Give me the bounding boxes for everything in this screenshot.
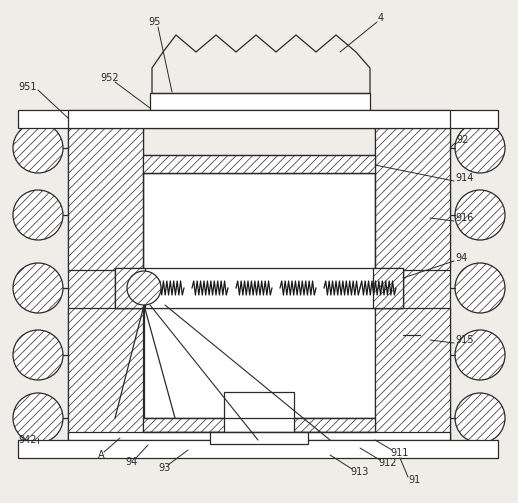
- Bar: [18, 110, 498, 128]
- Circle shape: [13, 330, 63, 380]
- Bar: [210, 432, 308, 444]
- Circle shape: [13, 393, 63, 443]
- Text: 951: 951: [18, 82, 36, 92]
- Text: 914: 914: [455, 173, 473, 183]
- Bar: [375, 308, 450, 440]
- Text: A: A: [98, 450, 105, 460]
- Circle shape: [455, 330, 505, 380]
- Bar: [68, 120, 143, 270]
- Circle shape: [13, 263, 63, 313]
- Bar: [68, 432, 450, 440]
- Text: 913: 913: [350, 467, 368, 477]
- Text: 94: 94: [125, 457, 137, 467]
- Circle shape: [455, 190, 505, 240]
- Bar: [143, 418, 375, 432]
- Bar: [143, 173, 375, 271]
- Text: 915: 915: [455, 335, 473, 345]
- Bar: [115, 268, 403, 308]
- Text: 916: 916: [455, 213, 473, 223]
- Bar: [375, 120, 450, 270]
- Circle shape: [455, 393, 505, 443]
- Circle shape: [455, 263, 505, 313]
- Bar: [143, 432, 375, 440]
- Bar: [68, 110, 450, 128]
- Circle shape: [127, 271, 161, 305]
- Bar: [143, 308, 375, 418]
- Text: 93: 93: [158, 463, 170, 473]
- Text: 942: 942: [18, 435, 36, 445]
- Bar: [18, 440, 498, 458]
- Text: 91: 91: [408, 475, 420, 485]
- Bar: [150, 93, 370, 110]
- Bar: [143, 155, 375, 173]
- Text: 952: 952: [100, 73, 119, 83]
- Text: 912: 912: [378, 458, 396, 468]
- Circle shape: [13, 123, 63, 173]
- Circle shape: [13, 190, 63, 240]
- Text: 4: 4: [378, 13, 384, 23]
- Text: 911: 911: [390, 448, 408, 458]
- Bar: [68, 120, 143, 440]
- Bar: [115, 268, 145, 308]
- Bar: [224, 392, 294, 432]
- Text: 95: 95: [148, 17, 161, 27]
- Text: 92: 92: [456, 135, 468, 145]
- Bar: [375, 120, 450, 440]
- Circle shape: [455, 123, 505, 173]
- Text: 94: 94: [455, 253, 467, 263]
- Bar: [68, 308, 143, 440]
- Bar: [373, 268, 403, 308]
